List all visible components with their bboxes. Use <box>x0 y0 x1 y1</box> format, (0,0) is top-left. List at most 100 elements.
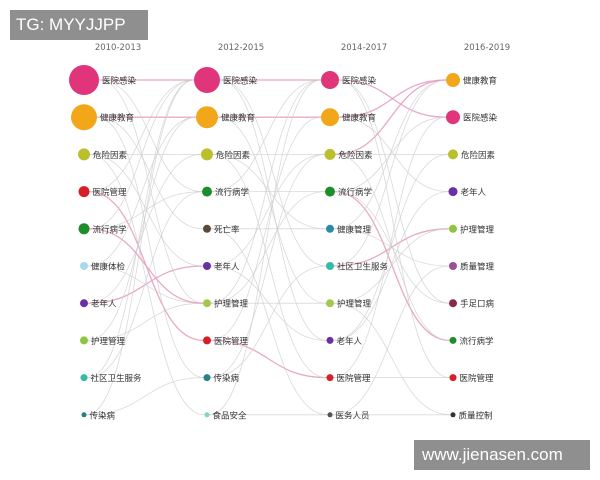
topic-label: 健康教育 <box>463 76 497 87</box>
topic-link <box>86 377 204 416</box>
topic-link <box>210 116 322 341</box>
topic-label: 医院管理 <box>93 187 128 198</box>
period-header: 2010-2013 <box>95 43 141 53</box>
topic-label: 手足口病 <box>460 299 495 310</box>
topic-label: 死亡率 <box>214 224 240 235</box>
topic-label: 传染病 <box>90 410 116 421</box>
topic-link <box>210 265 327 378</box>
topic-link <box>87 154 202 304</box>
topic-link <box>219 79 327 267</box>
topic-node[interactable] <box>326 262 334 270</box>
topic-node[interactable] <box>449 224 457 233</box>
topic-node[interactable] <box>446 110 460 125</box>
topic-label: 医院感染 <box>102 76 137 87</box>
topic-node[interactable] <box>450 412 456 418</box>
topic-link <box>210 191 326 304</box>
topic-node[interactable] <box>196 106 218 129</box>
topic-link <box>333 228 450 267</box>
topic-label: 健康教育 <box>342 113 376 124</box>
topic-label: 流行病学 <box>460 336 495 347</box>
topic-link <box>87 116 197 341</box>
topic-node[interactable] <box>69 65 99 95</box>
topic-label: 社区卫生服务 <box>91 373 143 384</box>
topic-node[interactable] <box>204 412 210 418</box>
topic-node[interactable] <box>80 299 88 308</box>
topic-label: 护理管理 <box>337 299 372 310</box>
topic-label: 流行病学 <box>215 187 250 198</box>
topic-link <box>333 228 450 304</box>
topic-link <box>210 79 322 304</box>
topic-node[interactable] <box>203 299 211 308</box>
topic-label: 医院管理 <box>214 336 249 347</box>
topic-node[interactable] <box>324 148 336 160</box>
topic-link <box>334 191 450 304</box>
topic-node[interactable] <box>449 299 457 308</box>
topic-node[interactable] <box>326 374 334 382</box>
topic-node[interactable] <box>71 104 97 131</box>
topic-node[interactable] <box>201 148 213 161</box>
topic-label: 医院感染 <box>223 76 258 87</box>
topic-label: 老年人 <box>214 262 240 273</box>
topic-label: 医务人员 <box>336 410 370 421</box>
topic-link <box>212 154 327 230</box>
topic-label: 护理管理 <box>214 299 249 310</box>
topic-node[interactable] <box>203 336 211 345</box>
topic-node[interactable] <box>203 374 211 382</box>
topic-node[interactable] <box>321 108 339 127</box>
topic-node[interactable] <box>80 374 88 382</box>
topic-node[interactable] <box>449 262 457 270</box>
topic-node[interactable] <box>326 299 334 308</box>
topic-node[interactable] <box>326 336 334 344</box>
topic-node[interactable] <box>449 336 457 344</box>
topic-node[interactable] <box>327 412 333 418</box>
topic-link <box>335 79 447 156</box>
topic-link <box>87 191 203 378</box>
topic-node[interactable] <box>194 67 220 93</box>
topic-link <box>338 79 450 304</box>
topic-link <box>87 265 204 304</box>
topic-node[interactable] <box>449 374 457 382</box>
topic-node[interactable] <box>203 262 211 270</box>
topic-node[interactable] <box>326 224 334 233</box>
topic-link <box>335 154 450 341</box>
topic-link <box>210 154 325 378</box>
topic-node[interactable] <box>202 186 212 197</box>
topic-link <box>98 79 203 192</box>
topic-node[interactable] <box>81 412 87 418</box>
links-layer <box>86 79 451 416</box>
topic-label: 流行病学 <box>338 187 373 198</box>
topic-node[interactable] <box>80 336 88 345</box>
topic-label: 危险因素 <box>216 150 251 161</box>
topic-node[interactable] <box>203 224 211 233</box>
topic-label: 老年人 <box>91 299 117 310</box>
topic-label: 危险因素 <box>339 150 374 161</box>
topic-link <box>98 79 204 304</box>
topic-link <box>210 154 325 267</box>
topic-link <box>219 79 327 341</box>
topic-label: 护理管理 <box>91 336 126 347</box>
topic-node[interactable] <box>78 186 90 198</box>
topic-link <box>210 228 328 416</box>
watermark-top-left: TG: MYYJJPP <box>10 10 148 40</box>
topic-label: 医院感染 <box>463 113 498 124</box>
topic-link <box>338 79 447 118</box>
topic-link <box>96 116 204 378</box>
topic-link <box>86 79 195 416</box>
topic-link <box>211 79 322 192</box>
topic-node[interactable] <box>80 262 88 270</box>
topic-label: 健康教育 <box>221 113 255 124</box>
topic-label: 危险因素 <box>93 150 128 161</box>
topic-node[interactable] <box>448 149 458 160</box>
topic-node[interactable] <box>325 186 335 197</box>
nodes-layer: 2010-2013医院感染健康教育危险因素医院管理流行病学健康体检老年人护理管理… <box>69 43 510 421</box>
topic-label: 社区卫生服务 <box>337 262 389 273</box>
topic-label: 老年人 <box>337 336 363 347</box>
period-header: 2012-2015 <box>218 43 264 53</box>
topic-node[interactable] <box>448 187 458 197</box>
topic-node[interactable] <box>78 223 90 235</box>
topic-node[interactable] <box>446 73 460 87</box>
topic-node[interactable] <box>78 148 90 161</box>
topic-link <box>333 302 451 416</box>
period-header: 2014-2017 <box>341 43 387 53</box>
topic-node[interactable] <box>321 71 339 89</box>
